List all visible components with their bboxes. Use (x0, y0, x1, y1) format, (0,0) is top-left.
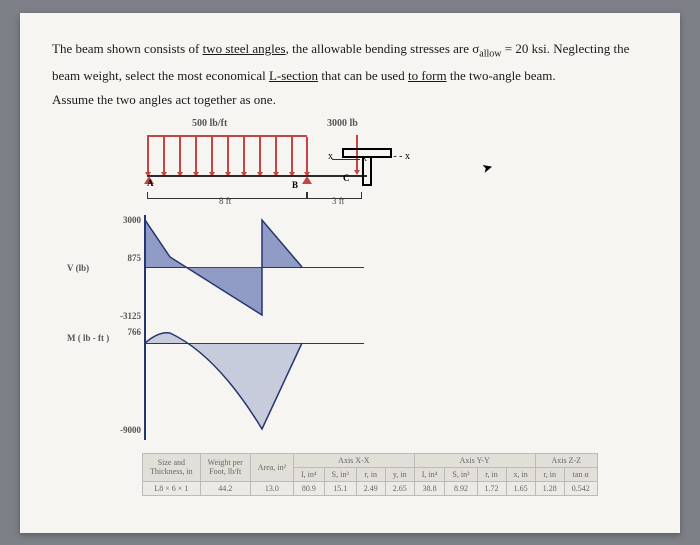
t-flange (342, 148, 392, 158)
cell-size: L8 × 6 × 1 (143, 481, 201, 495)
th-x: x, in (506, 467, 535, 481)
cell-zztan: 0.542 (564, 481, 597, 495)
underline-l-section: L-section (269, 68, 318, 83)
point-load-label: 3000 lb (327, 118, 358, 129)
th-tan: tan α (564, 467, 597, 481)
th-y: y, in (385, 467, 414, 481)
cell-xxI: 80.9 (293, 481, 324, 495)
beam-axis (147, 175, 367, 177)
figure-area: ➤ 500 lb/ft 3000 lb A B (52, 130, 632, 490)
shear-plot (67, 215, 367, 325)
cell-yyx: 1.65 (506, 481, 535, 495)
section-x2: - - x (393, 151, 410, 162)
text-seg: the two-angle beam. (447, 68, 556, 83)
th-r: r, in (356, 467, 385, 481)
th-wt2: Foot, lb/ft (209, 467, 241, 476)
th-r2: r, in (477, 467, 506, 481)
th-S2: S, in³ (445, 467, 477, 481)
cell-xxy: 2.65 (385, 481, 414, 495)
cell-yyI: 38.8 (414, 481, 445, 495)
point-a-label: A (147, 178, 154, 188)
th-size1: Size and (158, 458, 185, 467)
th-zz: Axis Z-Z (535, 453, 597, 467)
cell-zzr: 1.28 (535, 481, 564, 495)
cell-area: 13.0 (250, 481, 293, 495)
cell-wt: 44.2 (200, 481, 250, 495)
th-wt1: Weight per (208, 458, 243, 467)
dist-load-label: 500 lb/ft (192, 118, 227, 129)
moment-plot (67, 325, 367, 440)
text-seg: Assume the two angles act together as on… (52, 92, 276, 107)
th-S: S, in³ (324, 467, 356, 481)
table-row: L8 × 6 × 1 44.2 13.0 80.9 15.1 2.49 2.65… (143, 481, 598, 495)
th-size2: Thickness, in (150, 467, 193, 476)
th-I: I, in⁴ (293, 467, 324, 481)
underline-steel-angles: two steel angles (203, 41, 286, 56)
distributed-load (147, 135, 307, 173)
cell-xxS: 15.1 (324, 481, 356, 495)
th-rz: r, in (535, 467, 564, 481)
section-x1: x (328, 151, 333, 162)
th-xx: Axis X-X (293, 453, 414, 467)
section-properties-table: Size andThickness, in Weight perFoot, lb… (142, 453, 598, 496)
cross-section-diagram: x - - x (342, 138, 392, 186)
text-seg: that can be used (318, 68, 408, 83)
text-seg: = 20 ksi. Neglecting the (501, 41, 629, 56)
text-seg: The beam shown consists of (52, 41, 203, 56)
cursor-icon: ➤ (480, 159, 495, 177)
underline-to-form: to form (408, 68, 447, 83)
th-yy: Axis Y-Y (414, 453, 535, 467)
moment-diagram: M ( lb - ft ) 766 -9000 (67, 325, 367, 440)
table-row: Size andThickness, in Weight perFoot, lb… (143, 453, 598, 467)
t-web (362, 158, 372, 186)
text-seg: beam weight, select the most economical (52, 68, 269, 83)
text-seg: , the allowable bending stresses are σ (286, 41, 480, 56)
span2-label: 3 ft (332, 196, 344, 206)
roller-support-icon (302, 176, 312, 184)
th-area: Area, in² (250, 453, 293, 481)
th-I2: I, in⁴ (414, 467, 445, 481)
cell-yyS: 8.92 (445, 481, 477, 495)
cell-yyr: 1.72 (477, 481, 506, 495)
problem-statement: The beam shown consists of two steel ang… (52, 37, 648, 112)
page-container: The beam shown consists of two steel ang… (20, 13, 680, 533)
point-b-label: B (292, 180, 298, 190)
cell-xxr: 2.49 (356, 481, 385, 495)
shear-diagram: V (lb) 3000 875 -3125 (67, 215, 367, 325)
span1-label: 8 ft (219, 196, 231, 206)
sigma-subscript: allow (479, 48, 501, 59)
